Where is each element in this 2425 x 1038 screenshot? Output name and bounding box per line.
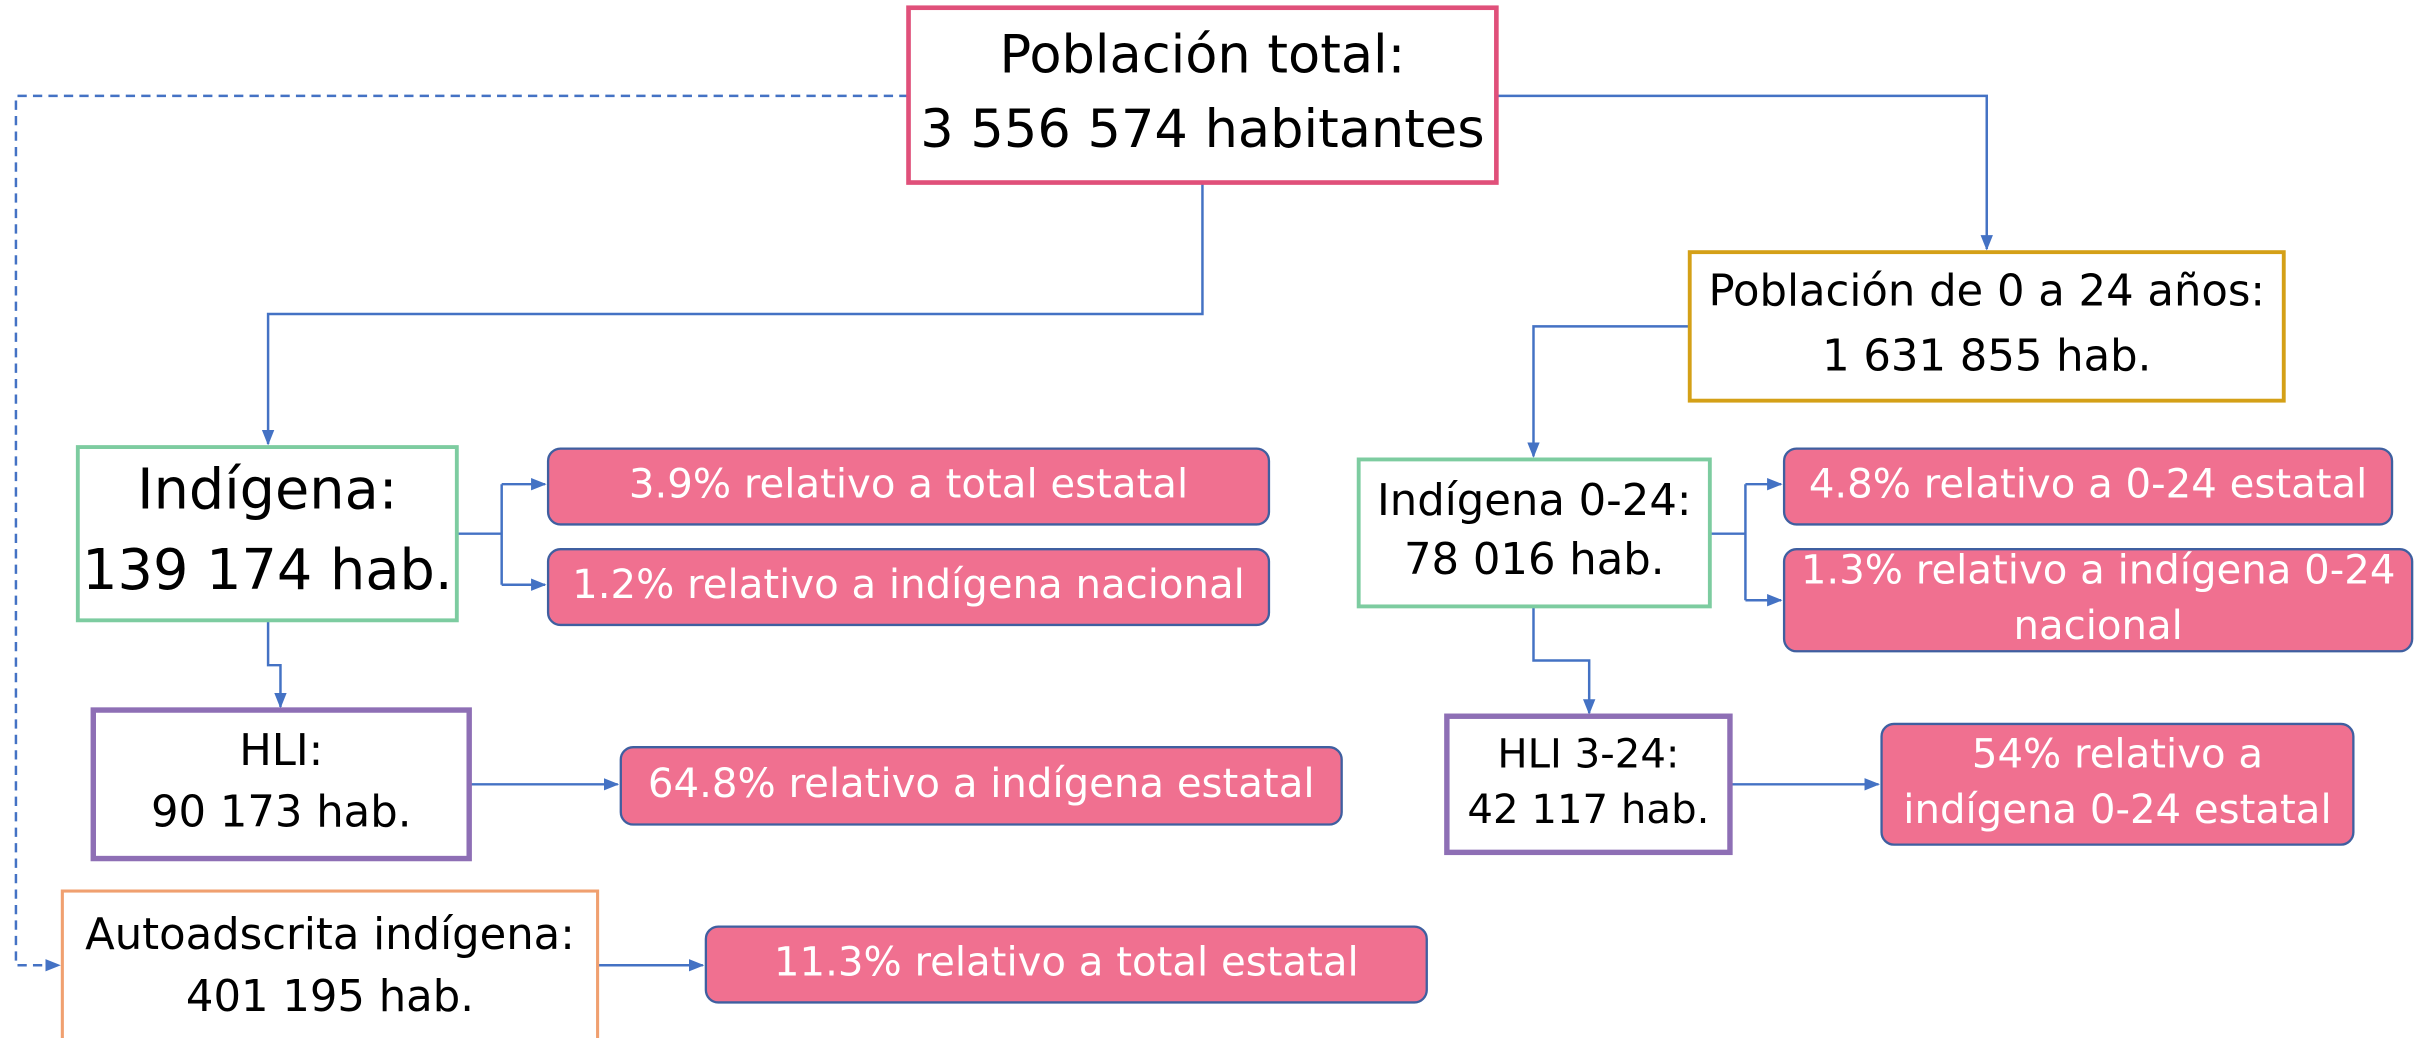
connector: [1527, 325, 1690, 458]
node-box: [704, 925, 1428, 1004]
node-label: Población total:: [1000, 25, 1406, 86]
node-label: 3.9% relativo a total estatal: [629, 462, 1188, 508]
node-box: [619, 746, 1343, 826]
node-label: 4.8% relativo a 0-24 estatal: [1809, 462, 2368, 508]
node-label: 1.2% relativo a indígena nacional: [572, 562, 1245, 608]
node-label: 3 556 574 habitantes: [920, 99, 1484, 160]
node-label: 401 195 hab.: [186, 972, 474, 1022]
node-label: 54% relativo a: [1972, 731, 2263, 777]
node-label: 64.8% relativo a indígena estatal: [648, 761, 1315, 807]
connector: [1709, 484, 1747, 601]
connector: [1532, 606, 1596, 715]
node-label: indígena 0-24 estatal: [1903, 787, 2331, 833]
node-box: [1356, 457, 1712, 609]
node-label: Indígena:: [137, 458, 397, 523]
node-label: 42 117 hab.: [1467, 787, 1709, 833]
node-label: 139 174 hab.: [82, 538, 452, 603]
node-label: HLI:: [239, 726, 323, 776]
node-label: 1.3% relativo a indígena 0-24: [1801, 547, 2396, 593]
node-label: 1 631 855 hab.: [1822, 331, 2151, 381]
node-label: 11.3% relativo a total estatal: [774, 940, 1359, 986]
node-box: [546, 447, 1271, 526]
node-box: [1880, 722, 2355, 846]
connectors: [14, 94, 1993, 972]
connector: [14, 94, 909, 972]
connector: [456, 484, 503, 585]
node-box: [1782, 548, 2414, 653]
node-box: [1444, 713, 1733, 856]
node-label: Indígena 0-24:: [1377, 476, 1691, 526]
node-box: [60, 889, 600, 1038]
node-box: [75, 445, 459, 623]
node-box: [546, 548, 1271, 627]
node-label: HLI 3-24:: [1497, 731, 1679, 777]
node-label: 78 016 hab.: [1404, 535, 1664, 585]
connector: [261, 182, 1204, 446]
connector: [1496, 94, 1993, 251]
node-box: [90, 707, 472, 862]
node-box: [906, 5, 1499, 185]
connector: [266, 620, 287, 709]
node-label: Autoadscrita indígena:: [85, 910, 575, 960]
node-label: nacional: [2013, 603, 2182, 649]
node-box: [1782, 447, 2394, 526]
node-label: Población de 0 a 24 años:: [1708, 266, 2265, 316]
node-box: [1687, 250, 2286, 403]
node-label: 90 173 hab.: [151, 788, 411, 838]
